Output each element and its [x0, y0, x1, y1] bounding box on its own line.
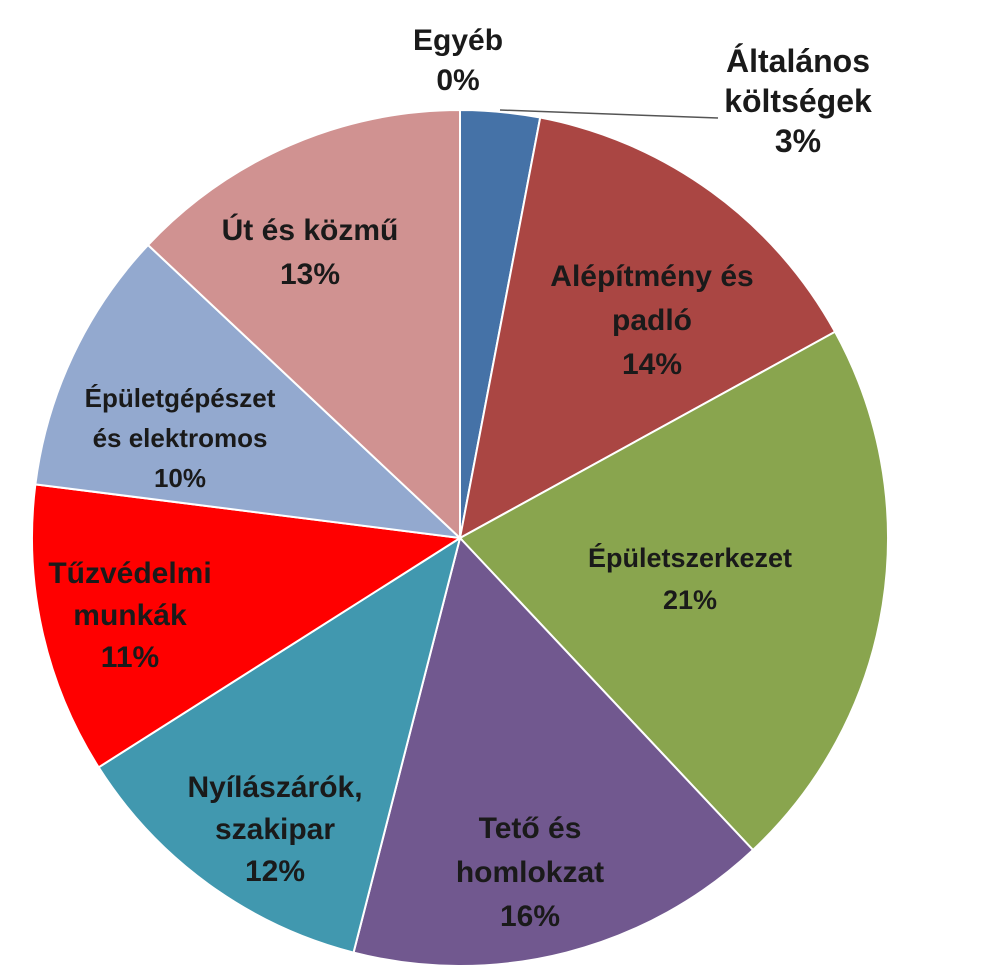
label-epuletszerkezet: Épületszerkezet 21% [588, 542, 792, 615]
slice-epuletgepeszet-es-elektromos [34, 243, 463, 540]
slice-epuletszerkezet [458, 330, 889, 852]
label-teto-es-homlokzat: Tető és homlokzat 16% [456, 812, 604, 933]
label-ut-es-kozmu: Út és közmű 13% [222, 213, 399, 291]
label-altalanos-koltsegek: Általános költségek 3% [724, 43, 872, 159]
slice-tuzvedelmi-munkak [31, 483, 463, 769]
label-alepitmeny-es-padlo: Alépítmény és padló 14% [550, 260, 753, 381]
label-nyilaszarok-szakipar: Nyílászárók, szakipar 12% [187, 771, 362, 888]
label-tuzvedelmi-munkak: Tűzvédelmi munkák 11% [48, 557, 211, 674]
label-epuletgepeszet-es-elektromos: Épületgépészet és elektromos 10% [85, 383, 276, 493]
label-egyeb: Egyéb 0% [413, 24, 503, 97]
slice-teto-es-homlokzat [352, 535, 755, 967]
slice-ut-es-kozmu [146, 108, 461, 541]
leader-line-altalanos-koltsegek [499, 109, 719, 119]
slice-alepitmeny-es-padlo [458, 116, 837, 540]
slice-nyilaszarok-szakipar [97, 535, 462, 954]
